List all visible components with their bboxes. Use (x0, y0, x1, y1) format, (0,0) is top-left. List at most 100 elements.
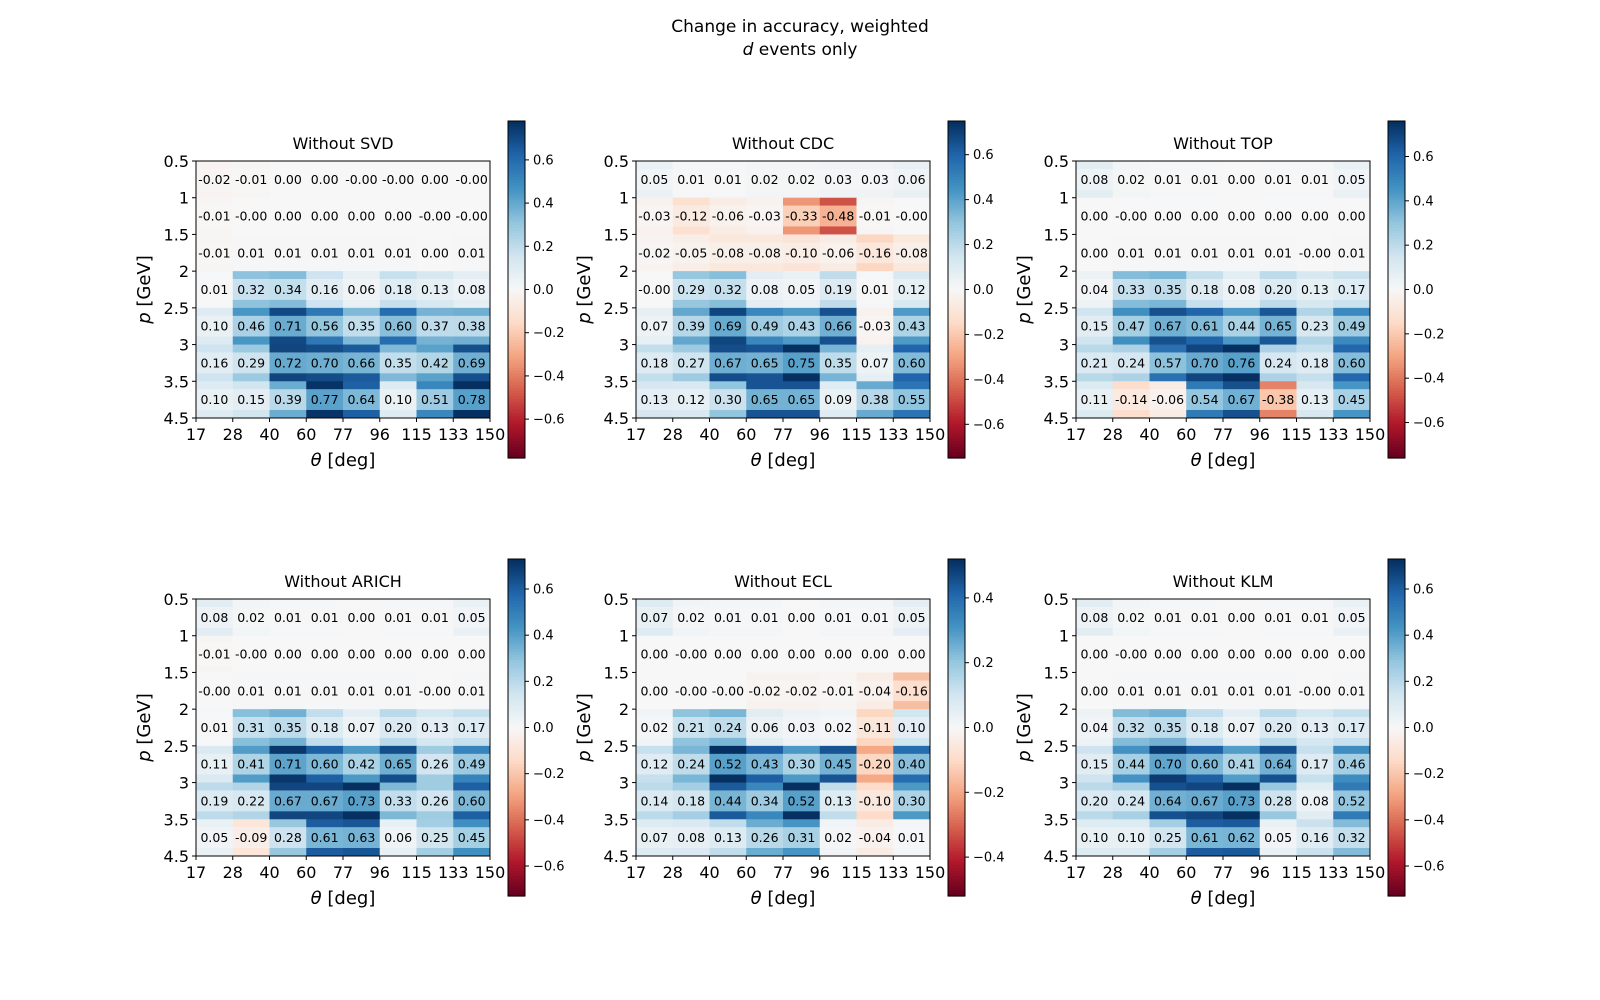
colorbar-segment (948, 887, 965, 891)
cell-band-middle (672, 643, 710, 665)
cell-band-middle (379, 389, 417, 410)
cell-band-top (1076, 635, 1114, 644)
heatmap-cell: 0.04 (1076, 709, 1114, 747)
colorbar-segment (1388, 620, 1405, 625)
cell-band-middle (453, 169, 491, 190)
cell-band-middle (1333, 279, 1371, 300)
cell-band-top (1333, 782, 1371, 791)
cell-band-top (783, 819, 821, 828)
cell-band-middle (1112, 827, 1150, 848)
colorbar-segment (508, 564, 525, 569)
heatmap-cell: -0.01 (819, 672, 857, 710)
cell-band-top (1186, 782, 1224, 791)
cell-band-bottom (1296, 336, 1334, 346)
colorbar-segment (948, 359, 965, 364)
cell-value-label: 0.65 (787, 392, 815, 407)
cell-band-top (636, 709, 674, 718)
cell-band-top (1333, 197, 1371, 206)
cell-band-middle (636, 753, 674, 775)
cell-band-bottom (379, 737, 417, 747)
colorbar-segment (508, 320, 525, 324)
heatmap-cell: 0.01 (379, 599, 417, 637)
cell-band-top (819, 344, 857, 353)
heatmap-cell: 0.55 (893, 381, 931, 419)
heatmap-cell: 0.01 (1149, 672, 1187, 710)
cell-band-top (1296, 161, 1334, 170)
cell-band-bottom (819, 373, 857, 382)
colorbar-segment (508, 643, 525, 647)
cell-band-middle (453, 827, 491, 848)
colorbar-segment (508, 267, 525, 271)
colorbar-segment (948, 648, 965, 653)
colorbar-segment (948, 415, 965, 420)
colorbar-segment (508, 247, 525, 251)
cell-band-top (783, 197, 821, 206)
heatmap-cell: 0.21 (1076, 344, 1114, 382)
cell-band-bottom (1296, 373, 1334, 382)
cell-band-middle (746, 790, 784, 812)
cell-band-top (1149, 635, 1187, 644)
colorbar-segment (1388, 848, 1405, 852)
colorbar-segment (1388, 825, 1405, 830)
cell-value-label: 0.01 (1338, 683, 1366, 698)
colorbar-segment (508, 238, 525, 243)
colorbar-segment (508, 887, 525, 891)
cell-band-top (672, 635, 710, 644)
colorbar-segment (508, 179, 525, 184)
colorbar-segment (1388, 258, 1405, 263)
colorbar-segment (1388, 233, 1405, 237)
cell-value-label: -0.00 (1115, 209, 1147, 224)
heatmap-cell: 0.61 (1186, 819, 1224, 857)
colorbar-segment (508, 188, 525, 192)
cell-band-top (1223, 344, 1261, 353)
colorbar-tick-label: 0.0 (533, 283, 554, 298)
cell-band-bottom (1259, 263, 1297, 272)
colorbar-segment (1388, 278, 1405, 282)
colorbar-segment (1388, 761, 1405, 765)
colorbar-segment (508, 780, 525, 785)
colorbar-segment (948, 401, 965, 406)
colorbar-segment (508, 424, 525, 428)
cell-band-bottom (343, 737, 381, 747)
cell-band-top (893, 271, 931, 280)
cell-band-middle (196, 315, 234, 337)
y-tick-label: 3.5 (604, 810, 629, 829)
colorbar-segment (508, 752, 525, 757)
cell-value-label: 0.65 (751, 355, 779, 370)
heatmap-cell: 0.54 (1186, 381, 1224, 419)
cell-band-bottom (783, 263, 821, 272)
cell-value-label: 0.00 (787, 647, 815, 662)
colorbar-segment (508, 410, 525, 414)
cell-band-bottom (1223, 299, 1261, 309)
colorbar-segment (948, 646, 965, 650)
cell-band-bottom (1259, 373, 1297, 382)
heatmap-cell: 0.65 (1259, 307, 1297, 346)
cell-band-middle (416, 680, 454, 702)
colorbar-tick-label: −0.4 (973, 851, 1005, 866)
cell-band-top (453, 197, 491, 206)
cell-value-label: 0.05 (1338, 172, 1366, 187)
cell-band-middle (893, 717, 931, 738)
cell-value-label: -0.12 (675, 209, 707, 224)
cell-band-bottom (453, 263, 491, 272)
cell-band-middle (1149, 242, 1187, 264)
colorbar-segment (1388, 348, 1405, 352)
colorbar-segment (1388, 185, 1405, 189)
colorbar-segment (1388, 674, 1405, 678)
cell-band-bottom (672, 774, 710, 784)
colorbar-segment (508, 879, 525, 883)
cell-band-top (819, 197, 857, 206)
cell-band-top (343, 672, 381, 681)
cell-band-bottom (893, 737, 931, 747)
cell-band-top (1186, 709, 1224, 718)
colorbar-segment (508, 123, 525, 128)
cell-band-bottom (232, 847, 270, 857)
cell-band-bottom (746, 847, 784, 857)
cell-value-label: 0.01 (1191, 172, 1219, 187)
cell-value-label: 0.01 (1117, 683, 1145, 698)
cell-band-top (1223, 635, 1261, 644)
colorbar-segment (948, 331, 965, 336)
colorbar-segment (948, 749, 965, 754)
cell-band-top (379, 709, 417, 718)
colorbar-segment (1388, 794, 1405, 799)
